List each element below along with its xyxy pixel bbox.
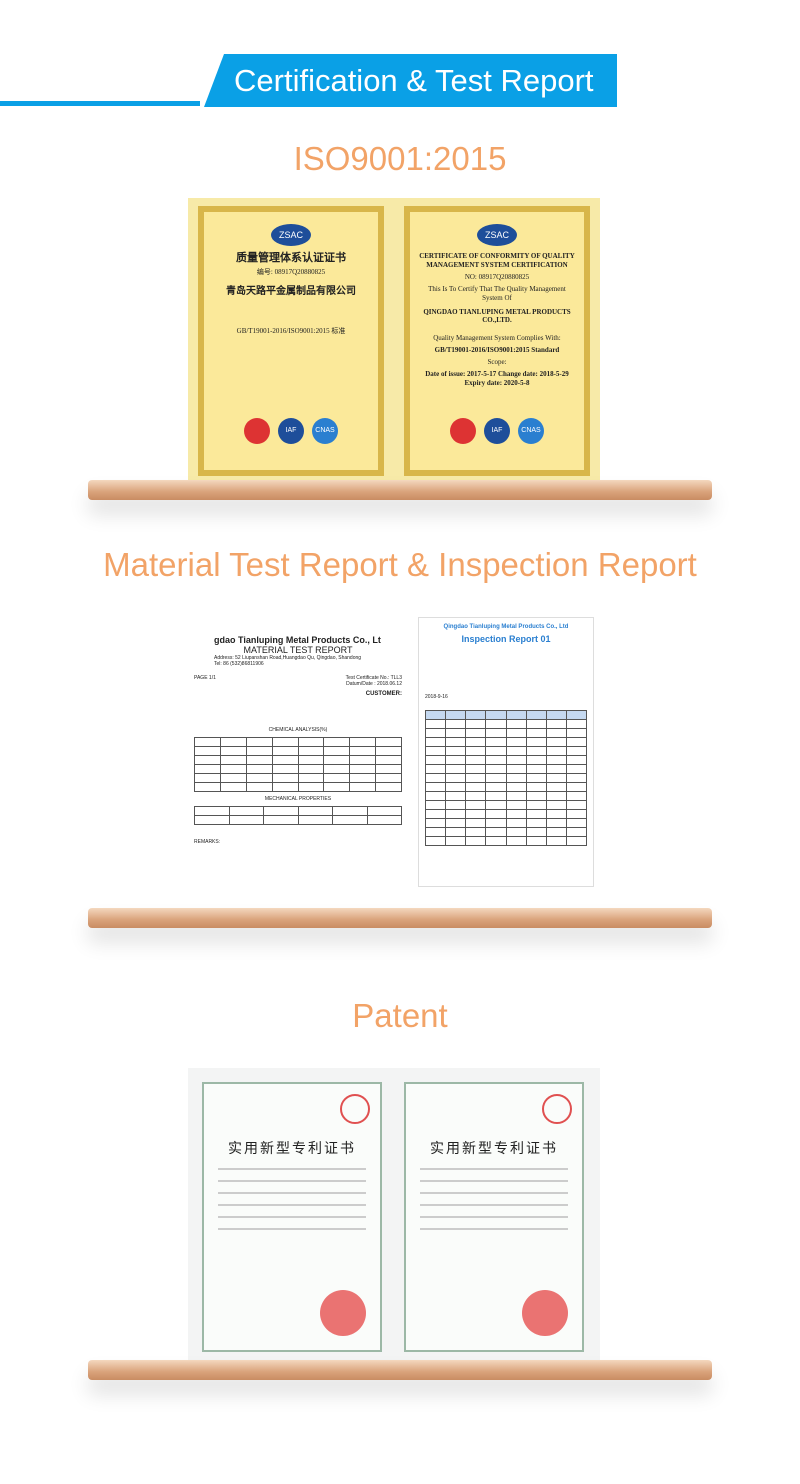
shelf bbox=[88, 908, 712, 928]
test-reports: gdao Tianluping Metal Products Co., Lt M… bbox=[188, 613, 608, 908]
patent-title: 实用新型专利证书 bbox=[228, 1142, 356, 1157]
report-customer: CUSTOMER: bbox=[365, 691, 402, 697]
iso-heading: ISO9001:2015 bbox=[293, 140, 507, 177]
cnas-logo: CNAS bbox=[312, 418, 338, 444]
report-date: Datum/Date : 2018.06.12 bbox=[346, 681, 402, 687]
red-seal-icon bbox=[340, 1094, 370, 1124]
patent-certificates: 实用新型专利证书 实用新型专利证书 bbox=[188, 1068, 600, 1360]
cnas-logo: CNAS bbox=[518, 418, 544, 444]
report-heading: Material Test Report & Inspection Report bbox=[103, 546, 697, 583]
mech-properties-label: MECHANICAL PROPERTIES bbox=[264, 796, 332, 802]
cert-intro: This Is To Certify That The Quality Mana… bbox=[428, 285, 566, 302]
patent-certificate-1: 实用新型专利证书 bbox=[202, 1082, 382, 1352]
report-remarks: REMARKS: bbox=[194, 839, 221, 845]
iso-certificate-en: ZSAC CERTIFICATE OF CONFORMITY OF QUALIT… bbox=[404, 206, 590, 476]
red-seal-icon bbox=[450, 418, 476, 444]
chem-table bbox=[194, 737, 402, 792]
cert-company: QINGDAO TIANLUPING METAL PRODUCTS CO.,LT… bbox=[423, 308, 571, 324]
cert-standard: GB/T19001-2016/ISO9001:2015 标准 bbox=[236, 327, 346, 335]
cert-number: 编号: 08917Q20880825 bbox=[256, 268, 326, 276]
report-company: gdao Tianluping Metal Products Co., Lt bbox=[214, 635, 381, 645]
inspection-company: Qingdao Tianluping Metal Products Co., L… bbox=[443, 624, 569, 630]
report-address: Address: 52 Liupanshan Road,Huangdao Qu,… bbox=[214, 655, 362, 661]
iaf-logo: IAF bbox=[278, 418, 304, 444]
iaf-logo: IAF bbox=[484, 418, 510, 444]
red-seal-icon bbox=[244, 418, 270, 444]
report-tel: Tel: 86 (532)86811906 bbox=[214, 661, 264, 667]
patent-heading: Patent bbox=[352, 997, 448, 1034]
shelf bbox=[88, 1360, 712, 1380]
banner-underline bbox=[0, 101, 200, 106]
zsac-logo: ZSAC bbox=[271, 224, 311, 246]
inspection-title: Inspection Report 01 bbox=[461, 634, 551, 644]
red-seal-icon bbox=[542, 1094, 572, 1124]
inspection-date: 2018-9-16 bbox=[425, 694, 448, 700]
cert-standard: GB/T19001-2016/ISO9001:2015 Standard bbox=[434, 346, 560, 354]
report-cert-no: Test Certificate No.: TLL3 bbox=[345, 675, 402, 681]
iso-certificate-cn: ZSAC 质量管理体系认证证书 编号: 08917Q20880825 青岛天路平… bbox=[198, 206, 384, 476]
national-seal-icon bbox=[522, 1290, 568, 1336]
mech-table bbox=[194, 806, 402, 825]
report-title: MATERIAL TEST REPORT bbox=[243, 645, 353, 655]
cert-dates: Date of issue: 2017-5-17 Change date: 20… bbox=[425, 370, 569, 387]
section-banner: Certification & Test Report bbox=[204, 54, 617, 107]
report-page: PAGE 1/1 bbox=[194, 675, 216, 681]
iso-certificates: ZSAC 质量管理体系认证证书 编号: 08917Q20880825 青岛天路平… bbox=[188, 198, 600, 480]
inspection-table bbox=[424, 710, 588, 846]
patent-certificate-2: 实用新型专利证书 bbox=[404, 1082, 584, 1352]
inspection-report: Qingdao Tianluping Metal Products Co., L… bbox=[418, 617, 594, 887]
zsac-logo: ZSAC bbox=[477, 224, 517, 246]
cert-company: 青岛天路平金属制品有限公司 bbox=[226, 286, 356, 297]
cert-complies: Quality Management System Complies With: bbox=[433, 334, 561, 342]
material-test-report: gdao Tianluping Metal Products Co., Lt M… bbox=[188, 613, 408, 908]
patent-title: 实用新型专利证书 bbox=[430, 1142, 558, 1157]
shelf bbox=[88, 480, 712, 500]
cert-scope: Scope: bbox=[487, 358, 507, 366]
cert-number: NO: 08917Q20880825 bbox=[464, 273, 530, 281]
cert-title: 质量管理体系认证证书 bbox=[236, 252, 346, 264]
cert-title: CERTIFICATE OF CONFORMITY OF QUALITY MAN… bbox=[419, 252, 575, 269]
chem-analysis-label: CHEMICAL ANALYSIS(%) bbox=[268, 727, 328, 733]
national-seal-icon bbox=[320, 1290, 366, 1336]
